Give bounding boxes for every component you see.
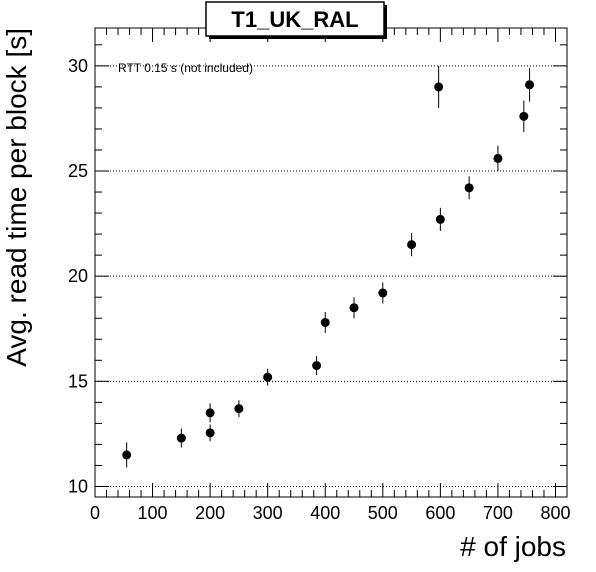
data-point	[407, 233, 417, 257]
data-point	[312, 356, 322, 376]
plot-frame	[94, 27, 568, 498]
data-marker	[464, 183, 474, 193]
data-point	[378, 282, 388, 304]
data-point	[234, 400, 244, 418]
data-point	[122, 442, 132, 468]
data-marker	[349, 303, 359, 313]
data-marker	[320, 317, 330, 327]
data-marker	[205, 408, 215, 418]
y-tick-label: 15	[68, 371, 88, 391]
data-points	[122, 65, 535, 468]
data-point	[205, 424, 215, 442]
x-tick-label: 600	[425, 503, 455, 523]
x-tick-label: 500	[368, 503, 398, 523]
data-point	[525, 67, 535, 102]
chart-title: T1_UK_RAL	[231, 7, 358, 32]
data-marker	[519, 111, 529, 121]
data-point	[205, 403, 215, 423]
data-marker	[263, 372, 273, 382]
rtt-annotation: RTT 0.15 s (not included)	[118, 61, 253, 75]
x-tick-label: 700	[483, 503, 513, 523]
data-point	[493, 145, 503, 172]
data-point	[349, 297, 359, 319]
data-point	[176, 428, 186, 448]
data-point	[464, 176, 474, 200]
y-tick-label: 25	[68, 161, 88, 181]
y-tick-label: 20	[68, 266, 88, 286]
y-axis-title: Avg. read time per block [s]	[1, 28, 32, 367]
grid-lines	[95, 65, 567, 487]
data-marker	[434, 82, 444, 92]
title-box: T1_UK_RAL	[205, 1, 387, 39]
x-tick-label: 800	[540, 503, 570, 523]
data-point	[320, 311, 330, 333]
x-tick-label: 0	[90, 503, 100, 523]
x-axis-title: # of jobs	[460, 531, 566, 562]
x-tick-label: 200	[195, 503, 225, 523]
data-point	[519, 100, 529, 133]
data-marker	[176, 433, 186, 443]
y-tick-label: 10	[68, 476, 88, 496]
x-tick-label: 400	[310, 503, 340, 523]
data-point	[435, 207, 445, 231]
data-marker	[525, 80, 535, 90]
axis-ticks	[94, 28, 567, 497]
data-marker	[378, 288, 388, 298]
y-tick-label: 30	[68, 56, 88, 76]
data-point	[434, 65, 444, 108]
data-point	[263, 368, 273, 386]
data-marker	[312, 361, 322, 371]
data-marker	[205, 428, 215, 438]
data-marker	[407, 240, 417, 250]
data-marker	[122, 450, 132, 460]
x-tick-label: 300	[253, 503, 283, 523]
x-tick-label: 100	[138, 503, 168, 523]
data-marker	[493, 153, 503, 163]
data-marker	[435, 214, 445, 224]
data-marker	[234, 404, 244, 414]
